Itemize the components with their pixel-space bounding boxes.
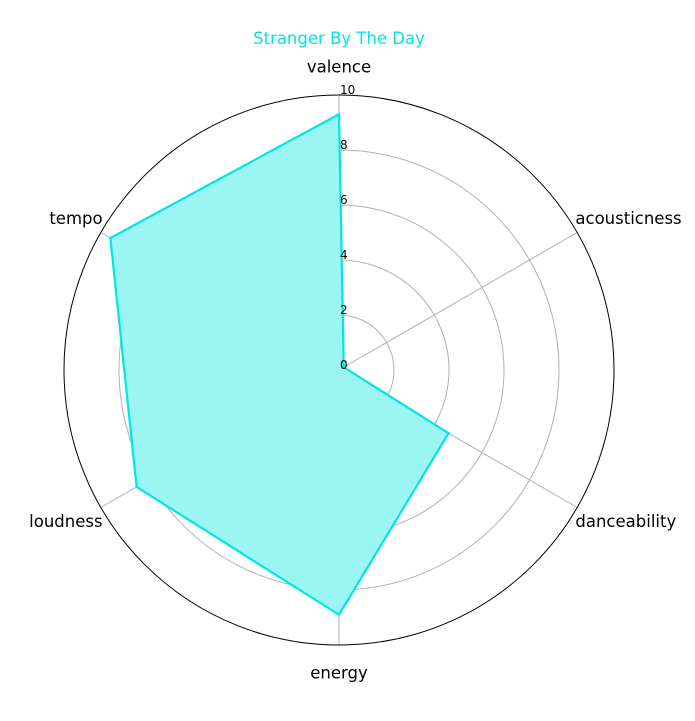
series-layer: [109, 112, 451, 617]
spoke-acousticness: [338, 232, 578, 371]
chart-title: Stranger By The Day: [253, 29, 425, 48]
axis-labels: valence acousticness danceability energy lou…: [29, 58, 681, 683]
axis-label-acousticness: acousticness: [575, 209, 681, 228]
axis-label-danceability: danceability: [575, 512, 676, 531]
series-line: [109, 112, 451, 617]
axis-label-energy: energy: [310, 664, 368, 683]
radial-tick-10: 10: [340, 83, 355, 97]
axis-label-tempo: tempo: [49, 209, 102, 228]
radial-tick-4: 4: [340, 248, 348, 262]
series-area: [110, 114, 449, 615]
radial-tick-6: 6: [340, 193, 348, 207]
radial-tick-2: 2: [340, 303, 348, 317]
outer-frame: [63, 94, 615, 646]
radial-tick-8: 8: [340, 138, 348, 152]
axis-label-loudness: loudness: [29, 512, 102, 531]
radial-tick-labels: 0 2 4 6 8 10: [340, 83, 355, 372]
axis-label-valence: valence: [307, 58, 371, 77]
radial-tick-0: 0: [340, 358, 348, 372]
